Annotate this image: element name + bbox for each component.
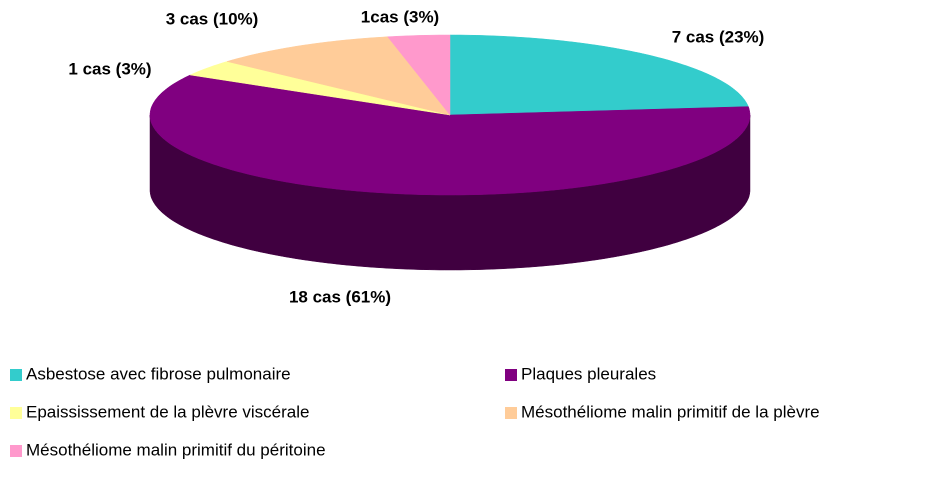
data-label: 1cas (3%)	[361, 7, 439, 26]
slice	[387, 34, 451, 116]
legend-label: Epaississement de la plèvre viscérale	[26, 402, 309, 421]
data-label: 18 cas (61%)	[289, 287, 391, 306]
legend-swatch	[10, 369, 22, 381]
legend-swatch	[505, 407, 517, 419]
data-label: 7 cas (23%)	[672, 27, 765, 46]
slice	[226, 36, 451, 116]
slice	[189, 61, 451, 116]
legend-label: Plaques pleurales	[521, 364, 656, 383]
data-label: 3 cas (10%)	[166, 9, 259, 28]
legend-swatch	[10, 407, 22, 419]
slice	[449, 34, 749, 116]
legend-swatch	[505, 369, 517, 381]
slice	[149, 74, 751, 196]
legend-swatch	[10, 445, 22, 457]
data-label: 1 cas (3%)	[68, 59, 151, 78]
legend-label: Mésothéliome malin primitif de la plèvre	[521, 402, 820, 421]
legend-label: Mésothéliome malin primitif du péritoine	[26, 440, 326, 459]
legend-label: Asbestose avec fibrose pulmonaire	[26, 364, 291, 383]
